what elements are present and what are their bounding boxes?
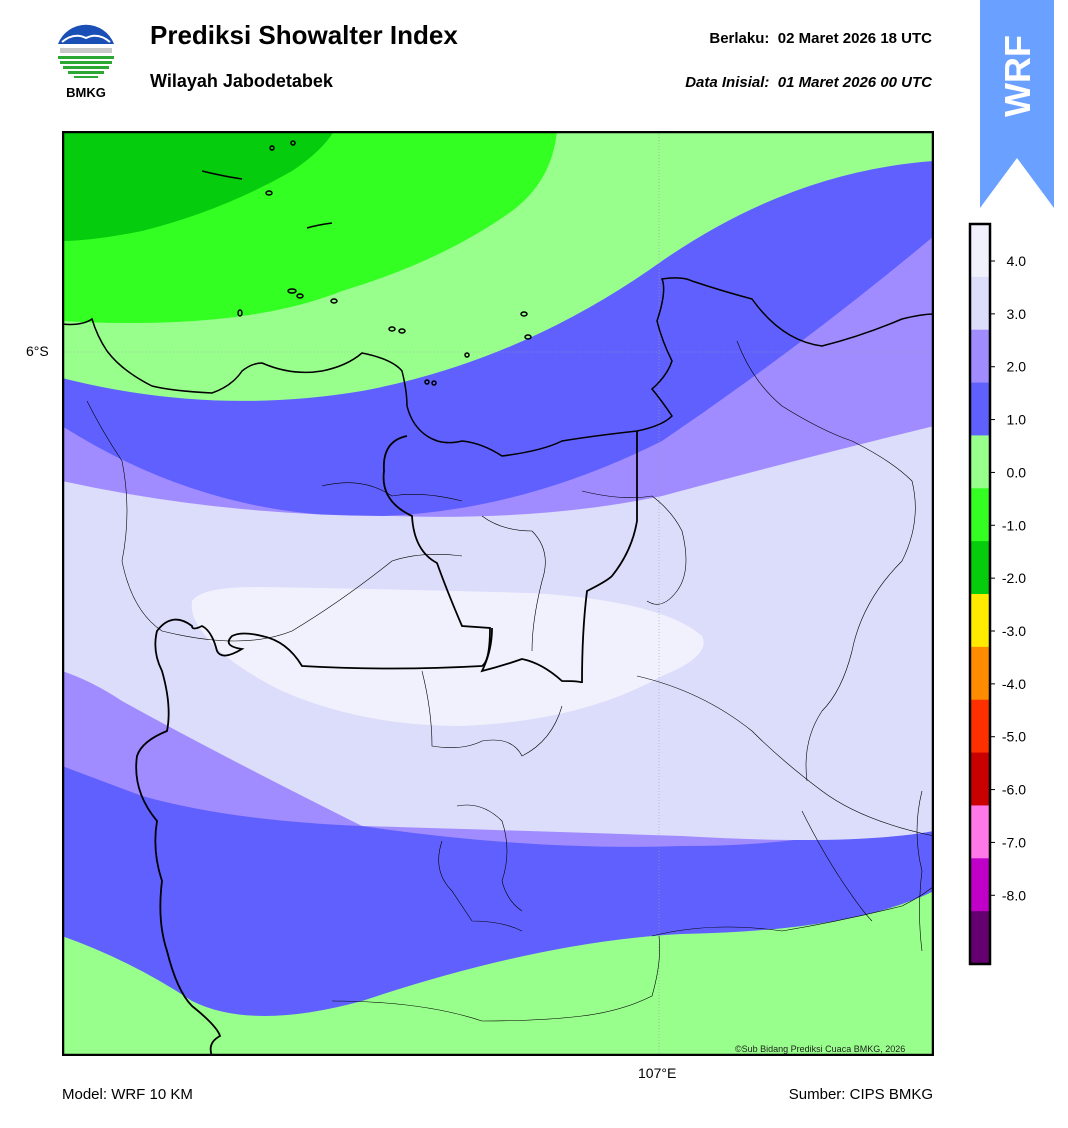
init-time: Data Inisial: 01 Maret 2026 00 UTC <box>685 74 932 91</box>
coastline <box>62 277 934 457</box>
colorbar-tick-label: 3.0 <box>1007 306 1027 322</box>
copyright-text: ©Sub Bidang Prediksi Cuaca BMKG, 2026 <box>735 1044 906 1054</box>
init-label: Data Inisial: <box>685 74 770 91</box>
logo-text: BMKG <box>66 85 106 100</box>
bmkg-logo-icon <box>55 21 117 83</box>
thousand-islands <box>201 140 532 386</box>
map-frame <box>62 131 934 1056</box>
colorbar-swatch <box>970 699 990 754</box>
colorbar-tick-label: 0.0 <box>1007 464 1027 480</box>
colorbar-tick-label: 1.0 <box>1007 412 1027 428</box>
colorbar-tick-label: -8.0 <box>1002 887 1026 903</box>
svg-text:WRF: WRF <box>997 35 1038 117</box>
band-minus2-to-minus1 <box>62 131 334 241</box>
lat-label: 6°S <box>26 343 49 359</box>
colorbar-swatches <box>970 224 990 965</box>
colorbar-ticks: 4.0 3.0 2.0 1.0 0.0 -1.0 -2.0 -3.0 -4.0 -5.0 -6.0 -… <box>990 253 1026 903</box>
valid-time: Berlaku: 02 Maret 2026 18 UTC <box>709 30 932 47</box>
colorbar-tick-label: 4.0 <box>1007 253 1027 269</box>
district-boundaries <box>86 340 934 1022</box>
colorbar-tick-label: -2.0 <box>1002 570 1026 586</box>
colorbar-tick-label: -6.0 <box>1002 782 1026 798</box>
up-arrow-badge-icon <box>980 0 1054 208</box>
model-text: Model: WRF 10 KM <box>62 1086 193 1103</box>
colorbar-swatch <box>970 752 990 806</box>
lon-label: 107°E <box>638 1065 677 1081</box>
colorbar-tick-label: -1.0 <box>1002 517 1026 533</box>
colorbar-swatch <box>970 911 990 965</box>
colorbar-swatch <box>970 224 990 278</box>
colorbar-tick-label: 2.0 <box>1007 359 1027 375</box>
colorbar-frame <box>968 222 992 966</box>
colorbar-tick-label: -7.0 <box>1002 834 1026 850</box>
valid-label: Berlaku: <box>709 30 770 47</box>
colorbar-swatch <box>970 488 990 542</box>
wrf-badge-text: WRF <box>997 35 1038 117</box>
source-text: Sumber: CIPS BMKG <box>788 1086 933 1103</box>
init-time-value: 01 Maret 2026 00 UTC <box>777 74 932 91</box>
colorbar-tick-label: -4.0 <box>1002 676 1026 692</box>
colorbar-tick-label: -3.0 <box>1002 623 1026 639</box>
colorbar-swatch <box>970 382 990 436</box>
chart-title: Prediksi Showalter Index <box>150 20 458 50</box>
colorbar-swatch <box>970 329 990 384</box>
colorbar-swatch <box>970 276 990 331</box>
colorbar: 4.0 3.0 2.0 1.0 0.0 -1.0 -2.0 -3.0 -4.0 -5.0 -6.0 -… <box>968 222 1026 966</box>
colorbar-swatch <box>970 435 990 489</box>
province-boundaries <box>135 431 638 1056</box>
showalter-map <box>62 131 934 1056</box>
colorbar-swatch <box>970 858 990 912</box>
colorbar-swatch <box>970 541 990 595</box>
valid-time-value: 02 Maret 2026 18 UTC <box>777 30 932 47</box>
chart-subtitle: Wilayah Jabodetabek <box>150 71 333 91</box>
colorbar-tick-label: -5.0 <box>1002 729 1026 745</box>
colorbar-swatch <box>970 805 990 859</box>
colorbar-swatch <box>970 646 990 701</box>
colorbar-swatch <box>970 594 990 648</box>
band-above-4 <box>191 586 704 726</box>
